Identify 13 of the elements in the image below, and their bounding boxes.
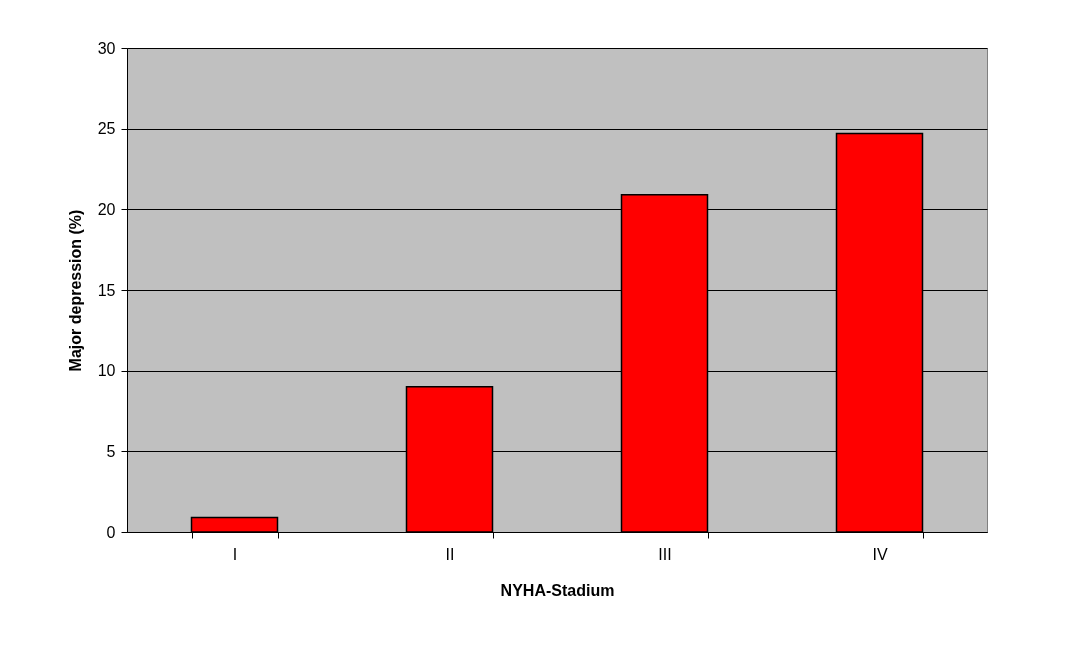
y-tick-label: 25 <box>97 120 116 138</box>
x-axis-title: NYHA-Stadium <box>500 581 615 599</box>
y-tick-label: 30 <box>97 39 116 57</box>
x-tick-label: I <box>232 545 238 563</box>
y-tick-label: 5 <box>106 442 116 460</box>
x-tick-label: III <box>658 545 672 563</box>
y-axis-title: Major depression (%) <box>66 209 84 372</box>
x-tick-label: IV <box>872 545 888 563</box>
y-tick-label: 10 <box>97 362 116 380</box>
y-tick-label: 20 <box>97 200 116 218</box>
x-tick-label: II <box>445 545 455 563</box>
y-tick-label: 0 <box>106 523 116 541</box>
y-tick-label: 15 <box>97 281 116 299</box>
